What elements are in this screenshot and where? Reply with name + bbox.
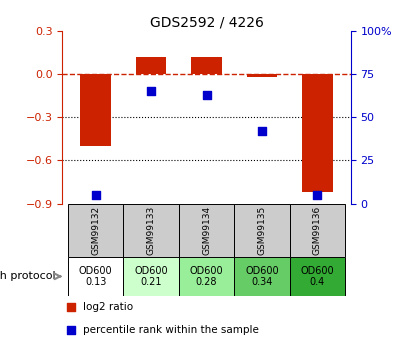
Bar <box>234 204 290 257</box>
Point <box>148 89 154 94</box>
Bar <box>191 57 222 74</box>
Bar <box>179 257 234 296</box>
Text: OD600
0.21: OD600 0.21 <box>134 266 168 287</box>
Bar <box>123 257 179 296</box>
Text: OD600
0.34: OD600 0.34 <box>245 266 279 287</box>
Point <box>204 92 210 98</box>
Bar <box>136 57 166 74</box>
Point <box>259 128 265 134</box>
Point <box>314 192 321 198</box>
Text: OD600
0.13: OD600 0.13 <box>79 266 112 287</box>
Point <box>68 327 74 333</box>
Bar <box>290 204 345 257</box>
Text: GSM99135: GSM99135 <box>258 206 266 255</box>
Text: growth protocol: growth protocol <box>0 272 56 282</box>
Text: GSM99136: GSM99136 <box>313 206 322 255</box>
Text: GSM99132: GSM99132 <box>91 206 100 255</box>
Text: percentile rank within the sample: percentile rank within the sample <box>83 325 258 335</box>
Text: OD600
0.4: OD600 0.4 <box>301 266 334 287</box>
Title: GDS2592 / 4226: GDS2592 / 4226 <box>150 16 264 30</box>
Bar <box>68 257 123 296</box>
Bar <box>123 204 179 257</box>
Bar <box>247 74 277 77</box>
Text: log2 ratio: log2 ratio <box>83 302 133 312</box>
Bar <box>179 204 234 257</box>
Bar <box>290 257 345 296</box>
Bar <box>302 74 332 192</box>
Bar <box>81 74 111 146</box>
Bar <box>68 204 123 257</box>
Point <box>93 192 99 198</box>
Text: GSM99133: GSM99133 <box>147 206 156 255</box>
Text: GSM99134: GSM99134 <box>202 206 211 255</box>
Point <box>68 304 74 310</box>
Text: OD600
0.28: OD600 0.28 <box>190 266 223 287</box>
Bar <box>234 257 290 296</box>
